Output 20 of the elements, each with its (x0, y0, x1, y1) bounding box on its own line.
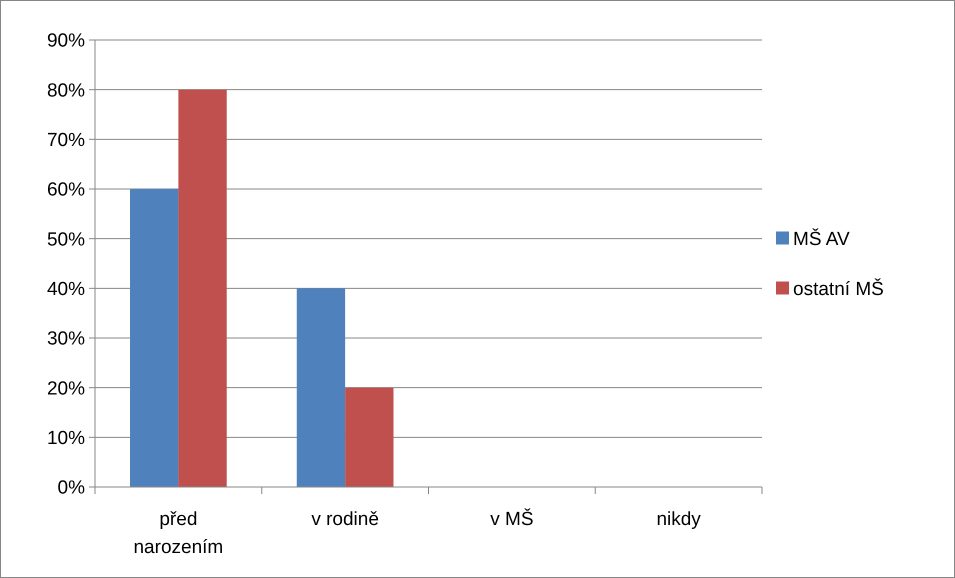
x-tick-label: v MŠ (490, 508, 534, 530)
y-tick-label: 50% (46, 229, 86, 250)
y-tick-label: 0% (58, 478, 86, 499)
y-tick-label: 20% (46, 378, 86, 400)
y-tick-label: 40% (46, 278, 86, 300)
bar (178, 90, 227, 487)
legend-label: MŠ AV (793, 228, 850, 250)
bar (345, 388, 394, 487)
y-tick-label: 30% (46, 328, 86, 350)
legend-label: ostatní MŠ (793, 278, 884, 300)
y-tick-label: 80% (46, 80, 86, 102)
y-tick-label: 70% (46, 130, 86, 151)
bar (296, 288, 346, 487)
y-tick-label: 10% (46, 428, 86, 449)
y-tick-label: 60% (46, 180, 86, 201)
bar (130, 189, 178, 487)
y-tick-label: 90% (46, 30, 86, 52)
x-tick-label: před narozením (133, 509, 224, 558)
x-tick-label: v rodině (311, 509, 379, 530)
x-tick-label: nikdy (656, 509, 702, 530)
